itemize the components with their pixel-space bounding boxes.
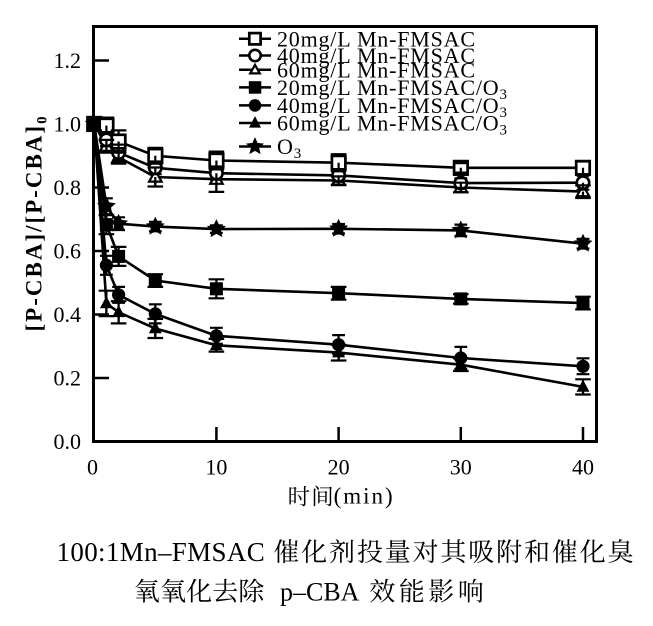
svg-text:0.4: 0.4 bbox=[54, 302, 82, 327]
svg-text:[P-CBA]/[P-CBA]0: [P-CBA]/[P-CBA]0 bbox=[22, 114, 51, 331]
svg-text:10: 10 bbox=[205, 455, 227, 480]
svg-text:40mg/L Mn-FMSAC/O3: 40mg/L Mn-FMSAC/O3 bbox=[277, 93, 508, 121]
svg-text:p–CBA: p–CBA bbox=[280, 578, 360, 607]
svg-text:1.0: 1.0 bbox=[54, 112, 82, 137]
svg-text:60mg/L Mn-FMSAC/O3: 60mg/L Mn-FMSAC/O3 bbox=[277, 111, 508, 139]
svg-text:0.8: 0.8 bbox=[54, 175, 82, 200]
svg-text:100:1Mn–FMSAC: 100:1Mn–FMSAC bbox=[57, 537, 266, 567]
svg-text:0: 0 bbox=[87, 455, 98, 480]
svg-text:20: 20 bbox=[328, 455, 350, 480]
svg-text:0.6: 0.6 bbox=[54, 239, 82, 264]
svg-text:0.0: 0.0 bbox=[54, 429, 82, 454]
svg-text:20mg/L Mn-FMSAC/O3: 20mg/L Mn-FMSAC/O3 bbox=[277, 75, 508, 103]
svg-text:20mg/L Mn-FMSAC: 20mg/L Mn-FMSAC bbox=[277, 26, 476, 51]
svg-text:60mg/L Mn-FMSAC: 60mg/L Mn-FMSAC bbox=[277, 57, 476, 82]
svg-text:40mg/L Mn-FMSAC: 40mg/L Mn-FMSAC bbox=[277, 43, 476, 68]
svg-text:0.2: 0.2 bbox=[54, 366, 82, 391]
svg-text:30: 30 bbox=[450, 455, 472, 480]
svg-text:(min): (min) bbox=[334, 484, 395, 509]
svg-text:40: 40 bbox=[572, 455, 594, 480]
svg-text:1.2: 1.2 bbox=[54, 48, 82, 73]
